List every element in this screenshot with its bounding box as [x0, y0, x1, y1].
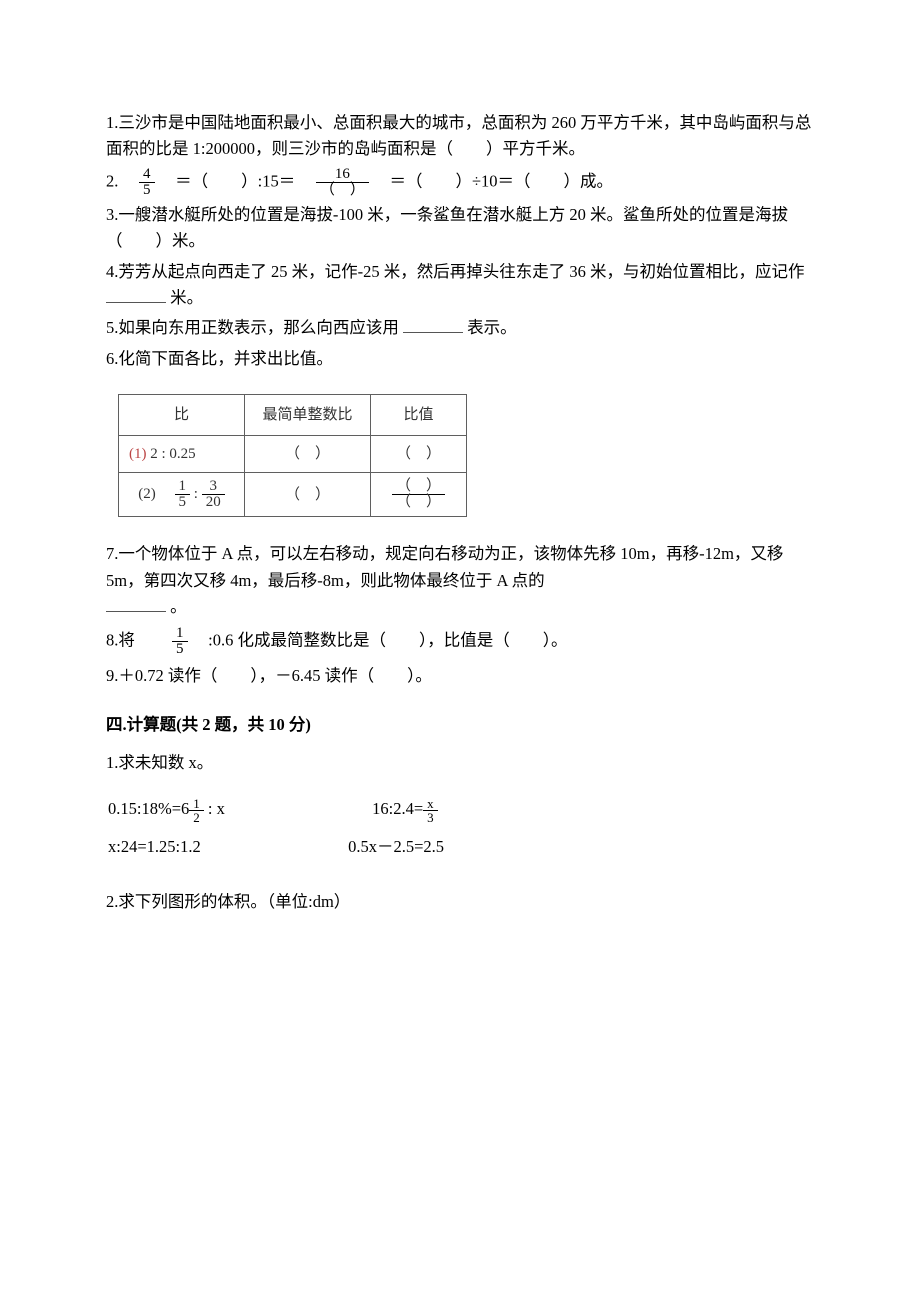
question-2: 2. 4 5 ＝（ ）:15＝ 16 （ ） ＝（ ）÷10＝（ ）成。 — [106, 167, 814, 198]
fraction-1-5: 1 5 — [172, 626, 188, 657]
blank-underline — [106, 595, 166, 612]
question-9: 9.＋0.72 读作（ ），－6.45 读作（ ）。 — [106, 663, 814, 689]
fraction-4-5: 4 5 — [139, 167, 155, 198]
fraction-blank-blank: （ ） （ ） — [392, 479, 445, 510]
frac-den: 5 — [175, 495, 191, 510]
frac-den: 2 — [189, 811, 204, 824]
calc-q1: 1.求未知数 x。 — [106, 750, 814, 776]
frac-num: 4 — [139, 167, 155, 183]
calc1-title: 1.求未知数 x。 — [106, 753, 213, 772]
q8-suffix: :0.6 化成最简整数比是（ ），比值是（ ）。 — [192, 631, 568, 650]
row1-simplest: （ ） — [245, 436, 371, 473]
fraction-16-blank: 16 （ ） — [316, 167, 369, 198]
q8-prefix: 8.将 — [106, 631, 168, 650]
table-header-row: 比 最简单整数比 比值 — [119, 395, 467, 436]
blank-underline — [403, 317, 463, 334]
row1-main: 2 : 0.25 — [150, 446, 195, 462]
row1-label: (1) 2 : 0.25 — [119, 436, 245, 473]
q5-text-a: 5.如果向东用正数表示，那么向西应该用 — [106, 318, 399, 337]
question-7: 7.一个物体位于 A 点，可以左右移动，规定向右移动为正，该物体先移 10m，再… — [106, 541, 814, 620]
q7-text-a: 7.一个物体位于 A 点，可以左右移动，规定向右移动为正，该物体先移 10m，再… — [106, 544, 783, 589]
eq1-pre: 0.15:18%=6 — [108, 799, 189, 818]
row2-sep: : — [194, 486, 198, 502]
q4-text-a: 4.芳芳从起点向西走了 25 米，记作-25 米，然后再掉头往东走了 36 米，… — [106, 262, 805, 281]
frac-den: 3 — [423, 811, 438, 824]
row1-value: （ ） — [371, 436, 467, 473]
row2-value: （ ） （ ） — [371, 473, 467, 517]
row1-prefix: (1) — [129, 446, 150, 462]
q5-text-b: 表示。 — [467, 318, 517, 337]
table-row: (2) 1 5 : 3 20 （ ） （ ） （ ） — [119, 473, 467, 517]
frac-den: 5 — [139, 183, 155, 198]
th-simplest: 最简单整数比 — [245, 395, 371, 436]
th-ratio: 比 — [119, 395, 245, 436]
fraction-1-5: 1 5 — [175, 479, 191, 510]
frac-num: 3 — [202, 479, 225, 495]
q6-text: 6.化简下面各比，并求出比值。 — [106, 349, 333, 368]
question-8: 8.将 1 5 :0.6 化成最简整数比是（ ），比值是（ ）。 — [106, 626, 814, 657]
frac-num: 16 — [316, 167, 369, 183]
question-5: 5.如果向东用正数表示，那么向西应该用 表示。 — [106, 315, 814, 341]
q2-seg2: ＝（ ）÷10＝（ ）成。 — [373, 171, 613, 190]
calc-q2: 2.求下列图形的体积。（单位:dm） — [106, 889, 814, 915]
q3-text: 3.一艘潜水艇所处的位置是海拔-100 米，一条鲨鱼在潜水艇上方 20 米。鲨鱼… — [106, 205, 788, 250]
question-1: 1.三沙市是中国陆地面积最小、总面积最大的城市，总面积为 260 万平方千米，其… — [106, 110, 814, 163]
blank-underline — [106, 286, 166, 303]
frac-num: 1 — [189, 797, 204, 811]
q9-text: 9.＋0.72 读作（ ），－6.45 读作（ ）。 — [106, 666, 432, 685]
frac-den: （ ） — [316, 183, 369, 198]
ratio-table-wrap: 比 最简单整数比 比值 (1) 2 : 0.25 （ ） （ ） (2) 1 5… — [118, 394, 814, 517]
fraction-3-20: 3 20 — [202, 479, 225, 510]
calc1-eq4: 0.5x－2.5=2.5 — [348, 834, 444, 860]
frac-den: （ ） — [392, 495, 445, 510]
calc1-row1: 0.15:18%=6 1 2 : x 16:2.4= x 3 — [108, 796, 814, 824]
fraction-x-3: x 3 — [423, 797, 438, 824]
table-row: (1) 2 : 0.25 （ ） （ ） — [119, 436, 467, 473]
calc1-row2: x:24=1.25:1.2 0.5x－2.5=2.5 — [108, 834, 814, 860]
question-6: 6.化简下面各比，并求出比值。 — [106, 346, 814, 372]
eq2-pre: 16:2.4= — [372, 799, 423, 818]
frac-den: 5 — [172, 642, 188, 657]
frac-num: 1 — [172, 626, 188, 642]
q4-text-b: 米。 — [170, 288, 203, 307]
q7-text-b: 。 — [170, 597, 187, 616]
frac-den: 20 — [202, 495, 225, 510]
question-1-text: 1.三沙市是中国陆地面积最小、总面积最大的城市，总面积为 260 万平方千米，其… — [106, 113, 811, 158]
frac-num: 1 — [175, 479, 191, 495]
frac-num: （ ） — [392, 479, 445, 495]
row2-label: (2) 1 5 : 3 20 — [119, 473, 245, 517]
ratio-table: 比 最简单整数比 比值 (1) 2 : 0.25 （ ） （ ） (2) 1 5… — [118, 394, 467, 517]
row2-prefix: (2) — [138, 486, 171, 502]
calc1-eq3: x:24=1.25:1.2 — [108, 834, 368, 860]
calc2-title: 2.求下列图形的体积。（单位:dm） — [106, 892, 350, 911]
q2-prefix: 2. — [106, 171, 135, 190]
calc1-eq1: 0.15:18%=6 1 2 : x — [108, 796, 368, 824]
th-value: 比值 — [371, 395, 467, 436]
row2-simplest: （ ） — [245, 473, 371, 517]
section-4-heading: 四.计算题(共 2 题，共 10 分) — [106, 712, 814, 738]
question-4: 4.芳芳从起点向西走了 25 米，记作-25 米，然后再掉头往东走了 36 米，… — [106, 259, 814, 312]
question-3: 3.一艘潜水艇所处的位置是海拔-100 米，一条鲨鱼在潜水艇上方 20 米。鲨鱼… — [106, 202, 814, 255]
calc1-eq2: 16:2.4= x 3 — [372, 796, 632, 824]
q2-seg1: ＝（ ）:15＝ — [159, 171, 312, 190]
frac-num: x — [423, 797, 438, 811]
fraction-1-2: 1 2 — [189, 797, 204, 824]
eq1-post: : x — [204, 799, 225, 818]
